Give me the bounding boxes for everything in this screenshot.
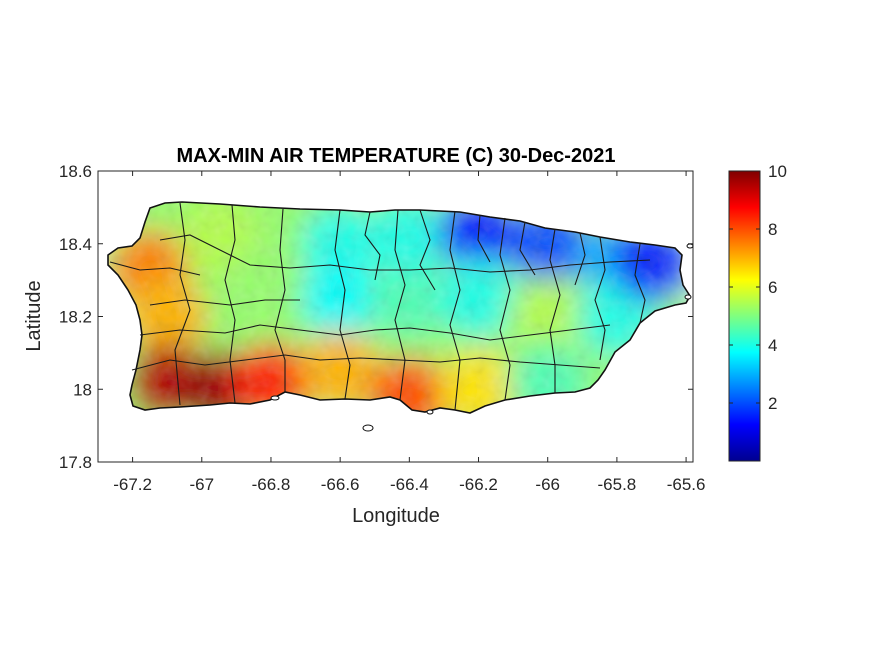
- municipality-border: [419, 209, 436, 291]
- municipality-border: [549, 228, 561, 393]
- x-axis-label: Longitude: [352, 505, 440, 527]
- islet: [362, 424, 374, 432]
- municipality-border: [477, 214, 491, 263]
- colorbar-tick-label: 10: [768, 162, 787, 181]
- municipality-border: [364, 211, 381, 281]
- chart-title: MAX-MIN AIR TEMPERATURE (C) 30-Dec-2021: [177, 145, 616, 167]
- x-tick-label: -66.6: [321, 475, 360, 494]
- municipality-border: [519, 221, 536, 276]
- y-tick-label: 18.4: [59, 235, 92, 254]
- municipality-border: [394, 209, 406, 401]
- islet: [426, 409, 434, 415]
- municipality-border: [574, 232, 586, 286]
- islet: [270, 395, 280, 401]
- municipality-border: [334, 209, 351, 400]
- colorbar-ticks: 2 4 6 8 10: [729, 162, 787, 413]
- municipality-boundaries: [109, 202, 651, 411]
- x-axis-ticks: -67.2 -67 -66.8 -66.6 -66.4 -66.2 -66 -65.8 -65.…: [113, 171, 705, 494]
- municipality-border: [449, 210, 461, 411]
- municipality-border: [149, 299, 300, 306]
- colorbar: [728, 170, 761, 462]
- y-tick-label: 18.2: [59, 308, 92, 327]
- municipality-border: [594, 236, 606, 361]
- colorbar-tick-label: 4: [768, 336, 777, 355]
- municipality-border: [499, 217, 511, 401]
- municipality-border: [274, 208, 286, 392]
- y-tick-label: 18.6: [59, 162, 92, 181]
- x-tick-label: -66.2: [459, 475, 498, 494]
- islet: [684, 294, 692, 300]
- x-tick-label: -67: [189, 475, 214, 494]
- y-axis-label: Latitude: [23, 280, 45, 351]
- colorbar-tick-label: 6: [768, 278, 777, 297]
- municipality-border: [224, 204, 236, 404]
- x-tick-label: -66.4: [390, 475, 429, 494]
- municipality-border: [634, 243, 646, 324]
- municipality-border: [139, 324, 611, 341]
- islet: [686, 243, 694, 249]
- colorbar-tick-label: 2: [768, 394, 777, 413]
- x-tick-label: -65.6: [667, 475, 706, 494]
- x-tick-label: -66.8: [252, 475, 291, 494]
- y-tick-label: 18: [73, 380, 92, 399]
- municipality-border: [159, 234, 651, 273]
- islets: [270, 243, 694, 432]
- municipality-border: [131, 354, 601, 371]
- x-tick-label: -67.2: [113, 475, 152, 494]
- x-tick-label: -65.8: [598, 475, 637, 494]
- y-axis-ticks: 17.8 18 18.2 18.4 18.6: [59, 162, 693, 472]
- y-tick-label: 17.8: [59, 453, 92, 472]
- x-tick-label: -66: [535, 475, 560, 494]
- municipality-border: [109, 261, 201, 276]
- colorbar-tick-label: 8: [768, 220, 777, 239]
- municipality-border: [174, 202, 191, 406]
